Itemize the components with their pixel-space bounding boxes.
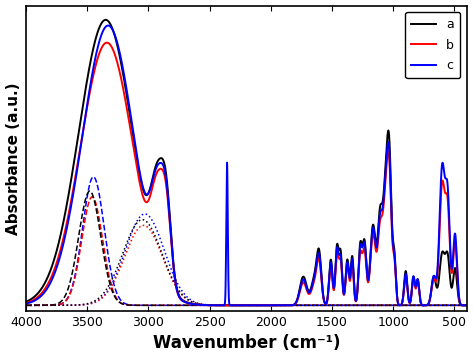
c [350, 261, 356, 265]
a [23, 300, 29, 304]
Line: c: c [26, 25, 466, 305]
b [350, 266, 356, 270]
X-axis label: Wavenumber (cm⁻¹): Wavenumber (cm⁻¹) [153, 334, 340, 352]
c [464, 303, 469, 308]
b [303, 286, 309, 290]
a [183, 300, 189, 304]
Line: b: b [26, 43, 466, 305]
c [278, 303, 283, 308]
Legend: a, b, c: a, b, c [405, 12, 460, 78]
c [303, 284, 309, 288]
b [104, 40, 109, 45]
c [46, 285, 51, 289]
a [350, 258, 356, 262]
a [46, 274, 51, 278]
b [374, 250, 379, 254]
Line: a: a [26, 20, 466, 305]
b [464, 303, 469, 308]
c [183, 300, 189, 305]
a [374, 242, 379, 246]
b [278, 303, 283, 308]
a [284, 303, 290, 308]
a [103, 18, 109, 22]
c [23, 301, 29, 306]
a [278, 303, 284, 308]
b [284, 303, 290, 308]
b [183, 300, 189, 304]
Y-axis label: Absorbance (a.u.): Absorbance (a.u.) [6, 82, 20, 234]
c [105, 23, 111, 28]
a [464, 303, 469, 308]
c [374, 245, 379, 250]
b [46, 281, 51, 286]
c [284, 303, 290, 308]
a [303, 281, 309, 286]
b [23, 301, 29, 305]
